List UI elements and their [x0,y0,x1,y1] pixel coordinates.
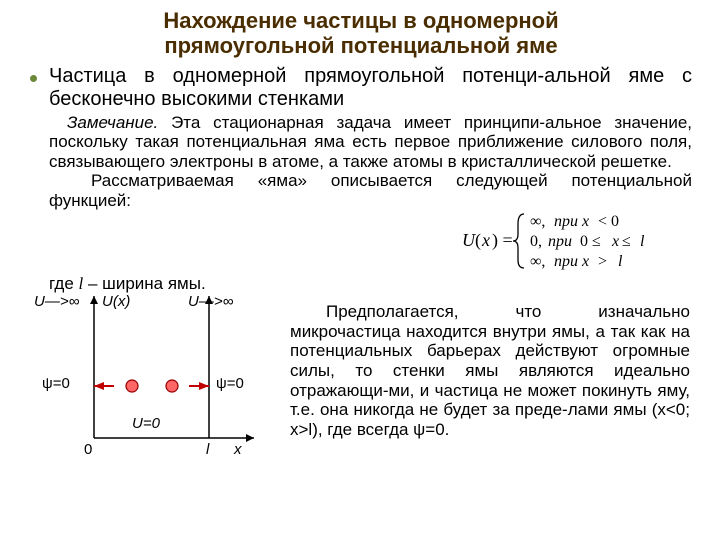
remark-label: Замечание. [67,113,158,132]
bullet-dot-icon [30,75,37,82]
svg-text:≤: ≤ [622,233,631,250]
svg-text:U: U [462,230,476,250]
bullet-text: Частица в одномерной прямоугольной потен… [49,65,692,111]
label-psi0-left: ψ=0 [42,375,70,392]
svg-text:при: при [548,233,572,250]
label-u-inf-left: U—>∞ [34,293,80,310]
svg-text:>: > [598,253,607,270]
svg-text:∞,: ∞, [530,253,545,270]
title-line-2: прямоугольной потенциальной яме [164,33,557,58]
label-zero: 0 [84,441,92,458]
label-l: l [206,441,210,458]
label-psi0-right: ψ=0 [216,375,244,392]
svg-text:x: x [481,230,490,250]
svg-text:l: l [640,233,645,250]
svg-text:< 0: < 0 [598,213,619,230]
label-x: x [233,441,242,458]
title-line-1: Нахождение частицы в одномерной [163,8,558,33]
formula-svg: U ( x ) = ∞, при x < 0 0, при 0 ≤ x ≤ l … [462,210,682,272]
remark-paragraph-1: Замечание. Эта стационарная задача имеет… [49,113,692,172]
svg-text:при x: при x [554,213,589,230]
label-u-of-x: U(x) [102,293,130,310]
svg-text:0,: 0, [530,233,542,250]
svg-text:l: l [618,253,623,270]
svg-text:∞,: ∞, [530,213,545,230]
label-u0: U=0 [132,415,161,432]
svg-text:) =: ) = [492,230,513,251]
bullet-item: Частица в одномерной прямоугольной потен… [30,65,692,111]
potential-well-diagram: U—>∞ U(x) U—>∞ ψ=0 ψ=0 U=0 0 l x [34,288,284,458]
page-title: Нахождение частицы в одномерной прямоуго… [30,8,692,59]
assumption-paragraph: Предполагается, что изначально микрочаст… [284,302,692,439]
svg-text:0 ≤: 0 ≤ [580,233,601,250]
remark-paragraph-2: Рассматриваемая «яма» описывается следую… [49,171,692,210]
svg-text:при x: при x [554,253,589,270]
lower-section: U—>∞ U(x) U—>∞ ψ=0 ψ=0 U=0 0 l x Предпол… [30,288,692,458]
label-u-inf-right: U—>∞ [188,293,234,310]
svg-text:x: x [611,233,619,250]
svg-text:(: ( [475,230,481,251]
piecewise-formula: U ( x ) = ∞, при x < 0 0, при 0 ≤ x ≤ l … [49,210,692,272]
